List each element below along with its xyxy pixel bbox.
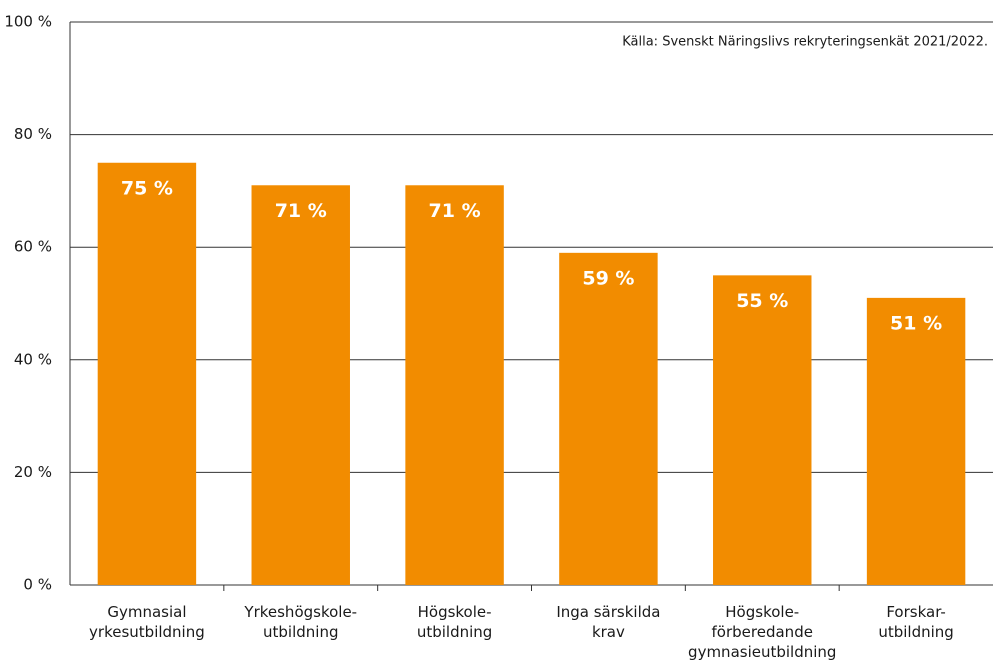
value-label: 55 % xyxy=(736,290,788,312)
x-tick-label: Högskole- förberedande gymnasieutbildnin… xyxy=(688,603,837,661)
bar xyxy=(405,185,504,585)
bar xyxy=(866,297,966,585)
y-tick-label: 0 % xyxy=(23,576,52,594)
x-tick-label: Gymnasial yrkesutbildning xyxy=(89,603,205,641)
bar xyxy=(251,185,350,585)
y-tick-label: 40 % xyxy=(14,350,52,368)
y-tick-label: 100 % xyxy=(4,13,52,31)
value-label: 59 % xyxy=(582,267,634,289)
value-label: 51 % xyxy=(890,312,942,334)
bar xyxy=(713,275,812,585)
x-tick-label: Högskole- utbildning xyxy=(416,603,493,641)
value-label: 75 % xyxy=(121,177,173,199)
bar xyxy=(559,252,658,585)
source-note: Källa: Svenskt Näringslivs rekryteringse… xyxy=(622,35,988,50)
x-tick-label: Inga särskilda krav xyxy=(556,603,661,641)
y-tick-label: 60 % xyxy=(14,238,52,256)
value-label: 71 % xyxy=(275,200,327,222)
bar xyxy=(97,162,197,585)
y-tick-label: 80 % xyxy=(14,125,52,143)
x-tick-label: Forskar- utbildning xyxy=(878,603,954,641)
value-label: 71 % xyxy=(429,200,481,222)
y-tick-label: 20 % xyxy=(14,463,52,481)
x-tick-label: Yrkeshögskole- utbildning xyxy=(244,603,358,641)
